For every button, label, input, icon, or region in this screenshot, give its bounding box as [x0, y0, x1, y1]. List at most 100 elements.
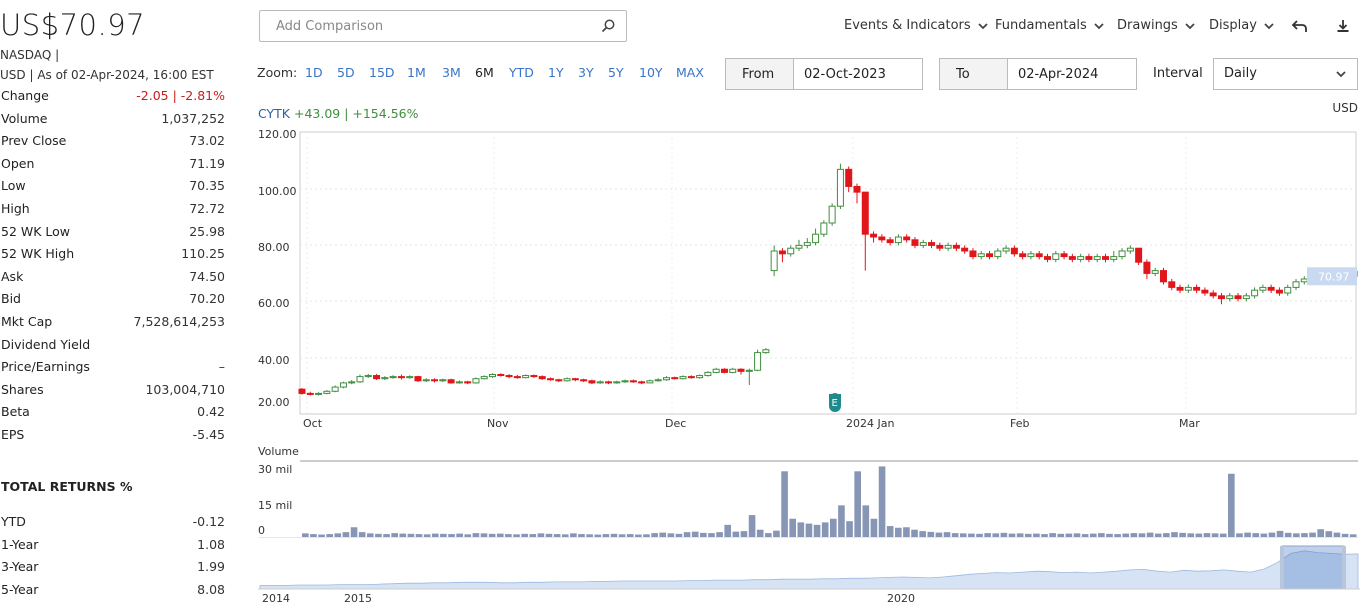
zoom-option-10y[interactable]: 10Y	[639, 65, 663, 80]
zoom-option-ytd[interactable]: YTD	[509, 65, 534, 80]
volume-bar	[748, 515, 756, 537]
zoom-option-1m[interactable]: 1M	[407, 65, 426, 80]
zoom-option-6m[interactable]: 6M	[475, 65, 494, 80]
volume-bar	[1341, 533, 1349, 537]
volume-bar	[488, 533, 496, 537]
candle	[861, 191, 869, 271]
volume-bar	[496, 533, 504, 537]
candle	[1168, 279, 1176, 291]
candle	[646, 379, 654, 384]
stat-label: 52 WK High	[1, 246, 75, 262]
candle	[431, 378, 439, 383]
as-of-label: USD | As of 02-Apr-2024, 16:00 EST	[0, 68, 214, 82]
exchange-label: NASDAQ |	[0, 48, 60, 62]
candle	[1292, 279, 1300, 291]
candle	[787, 245, 795, 257]
events-indicators-menu[interactable]: Events & Indicators	[844, 18, 989, 33]
volume-bar	[1041, 534, 1048, 537]
navigator-chart[interactable]: 2014 2015 2020	[258, 540, 1360, 602]
candle	[1044, 253, 1052, 263]
navigator-right-handle[interactable]	[1342, 546, 1346, 589]
stat-row: Low 70.35	[0, 178, 226, 198]
download-icon[interactable]	[1336, 19, 1350, 33]
last-price-text: 70.97	[1318, 270, 1350, 283]
volume-bar	[553, 534, 561, 537]
candle	[580, 378, 588, 383]
stat-row: 52 WK High 110.25	[0, 246, 226, 266]
volume-bar	[1049, 533, 1056, 537]
volume-bar	[1301, 533, 1308, 537]
zoom-label: Zoom:	[257, 65, 298, 80]
volume-bar	[431, 533, 439, 537]
zoom-option-3y[interactable]: 3Y	[578, 65, 594, 80]
volume-bar	[1081, 534, 1089, 537]
volume-bar	[399, 533, 407, 537]
volume-bar	[1333, 532, 1341, 537]
volume-bar	[472, 533, 480, 537]
candle	[1068, 253, 1076, 263]
volume-bar	[716, 532, 723, 537]
candle	[1118, 248, 1126, 260]
zoom-option-1y[interactable]: 1Y	[548, 65, 564, 80]
candle	[845, 166, 853, 193]
candle	[704, 371, 712, 377]
zoom-option-1d[interactable]: 1D	[305, 65, 323, 80]
volume-bar	[700, 532, 707, 537]
return-label: YTD	[1, 514, 26, 529]
navigator-x-tick: 2015	[344, 592, 372, 602]
price-chart[interactable]: 120.00 100.00 80.00 60.00 40.00 20.00 Oct Nov De…	[258, 124, 1360, 440]
stat-value: 71.19	[189, 155, 225, 171]
to-date-input[interactable]	[1008, 59, 1134, 89]
undo-icon[interactable]	[1292, 19, 1308, 33]
chevron-down-icon	[1336, 71, 1346, 78]
volume-bar	[383, 534, 390, 537]
volume-bar	[464, 534, 472, 537]
y-tick-label: 40.00	[258, 354, 290, 367]
fundamentals-menu[interactable]: Fundamentals	[995, 18, 1105, 33]
volume-bar	[448, 534, 455, 537]
from-date-input[interactable]	[794, 59, 920, 89]
candle	[729, 367, 737, 374]
zoom-option-15d[interactable]: 15D	[369, 65, 395, 80]
volume-bar	[854, 471, 861, 537]
interval-select[interactable]: Daily	[1213, 58, 1358, 90]
drawings-menu[interactable]: Drawings	[1117, 18, 1196, 33]
volume-bar	[1276, 530, 1284, 537]
earnings-event-marker[interactable]: E	[829, 393, 841, 412]
candle	[836, 163, 844, 209]
candle	[737, 368, 745, 375]
volume-bar	[992, 533, 1000, 537]
volume-bar	[1016, 533, 1024, 537]
candle	[1010, 245, 1018, 257]
zoom-option-3m[interactable]: 3M	[442, 65, 461, 80]
zoom-option-max[interactable]: MAX	[676, 65, 704, 80]
volume-bar	[310, 534, 317, 537]
add-comparison-search[interactable]	[259, 10, 627, 42]
candle	[356, 374, 364, 383]
last-price-tag: 70.97	[1307, 267, 1357, 286]
volume-bar	[1293, 533, 1300, 537]
volume-bar	[570, 533, 577, 537]
navigator-left-handle[interactable]	[1280, 546, 1284, 589]
return-row: YTD -0.12	[0, 514, 226, 534]
volume-bar	[911, 529, 918, 537]
candle	[555, 378, 563, 383]
navigator-selection[interactable]	[1280, 545, 1346, 590]
navigator-x-tick: 2020	[887, 592, 915, 602]
volume-bar	[350, 527, 358, 537]
volume-bar	[537, 533, 545, 537]
volume-bar	[302, 533, 309, 537]
zoom-option-5y[interactable]: 5Y	[608, 65, 624, 80]
y-tick-label: 20.00	[258, 396, 290, 409]
search-icon[interactable]	[600, 18, 616, 34]
last-price: US$70.97	[0, 8, 146, 42]
volume-bar	[1130, 533, 1138, 537]
display-menu[interactable]: Display	[1209, 18, 1275, 33]
candle	[1060, 251, 1068, 260]
stat-label: High	[1, 201, 30, 216]
candle	[1300, 276, 1308, 285]
plot-frame	[299, 131, 1357, 415]
comparison-input[interactable]	[260, 11, 580, 41]
volume-bar	[1024, 533, 1032, 537]
zoom-option-5d[interactable]: 5D	[337, 65, 355, 80]
